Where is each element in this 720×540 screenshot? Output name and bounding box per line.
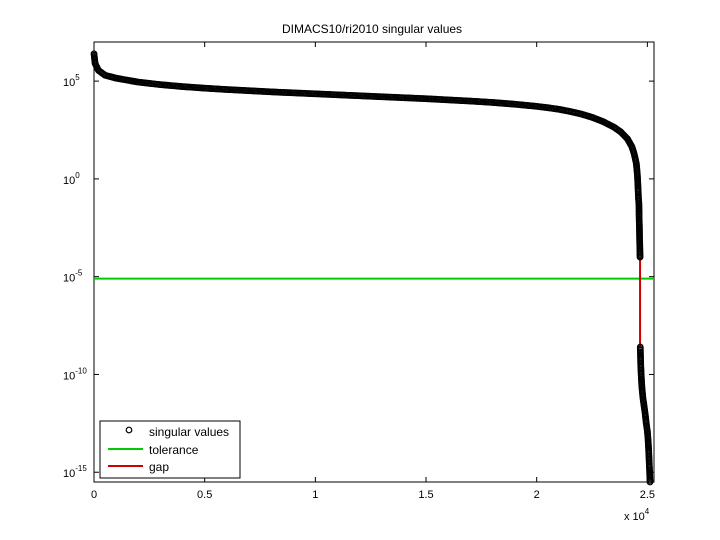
x-tick-label: 2 [534,489,540,501]
y-tick-label: 10-10 [63,366,87,382]
singular-value-point [636,253,644,261]
x-tick-label: 2.5 [640,489,655,501]
y-tick-label-exponent: -15 [75,464,87,473]
y-tick-label: 10-5 [63,269,83,285]
axes-box [93,41,655,483]
x-tick-label: 1 [312,489,318,501]
y-tick-label-exponent: 0 [75,171,80,180]
y-tick-label-base: 10 [63,370,75,382]
legend: singular values tolerance gap [99,420,241,479]
y-tick-label-base: 10 [63,468,75,480]
legend-label-gap: gap [149,460,169,474]
x-tick-label: 1.5 [418,489,433,501]
x-axis-multiplier-base: x 10 [624,511,645,523]
y-tick-label-base: 10 [63,77,75,89]
y-tick-label: 10-15 [63,464,87,480]
x-tick-label: 0.5 [197,489,212,501]
x-tick-label: 0 [91,489,97,501]
series-layer [90,50,654,486]
chart-title: DIMACS10/ri2010 singular values [282,22,462,36]
x-axis-multiplier: x 104 [624,507,650,523]
y-tick-label-exponent: -10 [75,366,87,375]
y-tick-label-exponent: -5 [75,269,83,278]
y-tick-label: 100 [63,171,80,187]
legend-marker-singular-values [125,426,133,434]
y-tick-label-exponent: 5 [75,73,80,82]
legend-label-singular-values: singular values [149,425,229,439]
x-axis-ticks: 0 0.5 1 1.5 2 2.5 [91,42,655,501]
plot-area [93,41,655,483]
x-axis-multiplier-exponent: 4 [645,507,650,516]
y-tick-label: 105 [63,73,80,89]
legend-label-tolerance: tolerance [149,443,199,457]
y-tick-label-base: 10 [63,273,75,285]
y-tick-label-base: 10 [63,175,75,187]
singular-value-point [646,478,654,486]
